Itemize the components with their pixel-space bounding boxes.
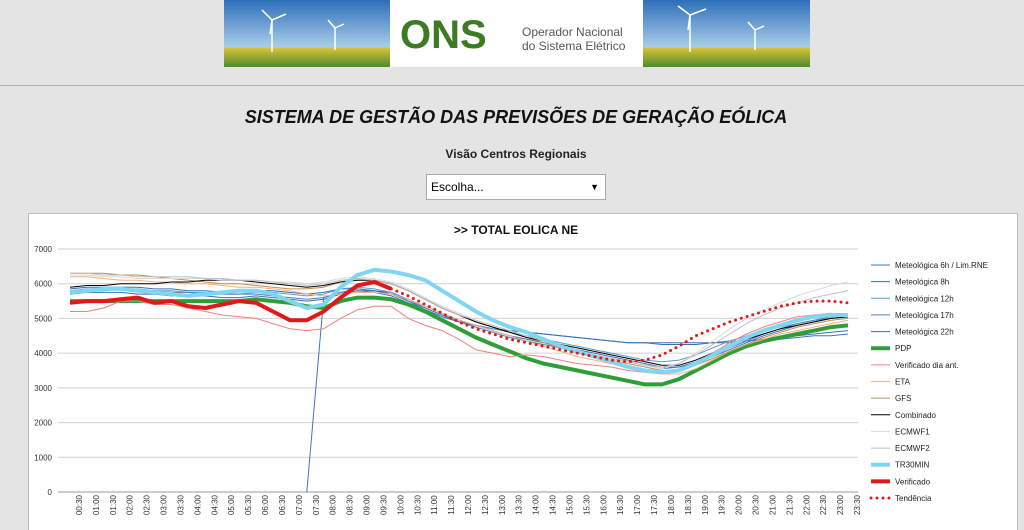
page-title: SISTEMA DE GESTÃO DAS PREVISÕES DE GERAÇ…: [245, 106, 787, 127]
turbines: [261, 5, 765, 52]
x-tick-label: 10:00: [396, 494, 405, 515]
series-line: [69, 280, 393, 323]
x-tick-label: 20:30: [752, 494, 761, 515]
plot: 0 1000 2000 3000 4000 5000 6000 7000 00:30 01:00 0…: [34, 245, 988, 515]
x-tick-label: 13:00: [498, 494, 507, 515]
x-tick-label: 06:30: [278, 494, 287, 515]
x-tick-label: 17:30: [650, 494, 659, 515]
x-tick-label: 23:30: [853, 494, 862, 515]
legend-label: Verificado: [895, 477, 931, 486]
legend-label: Meteológica 6h / Lim.RNE: [895, 261, 988, 270]
y-tick-label: 6000: [34, 280, 52, 289]
logo-box: [390, 0, 643, 67]
x-tick-label: 14:30: [549, 494, 558, 515]
x-tick-label: 16:30: [616, 494, 625, 515]
x-tick-label: 11:00: [430, 495, 439, 515]
y-tick-label: 4000: [34, 349, 52, 358]
legend-label: Meteológica 8h: [895, 278, 949, 287]
select-placeholder: Escolha...: [431, 180, 484, 194]
y-tick-label: 7000: [34, 245, 52, 254]
chart-title: >> TOTAL EOLICA NE: [454, 223, 578, 237]
legend-label: Meteológica 17h: [895, 311, 954, 320]
x-tick-label: 19:30: [718, 494, 727, 515]
x-tick-label: 10:30: [413, 494, 422, 515]
x-tick-label: 20:00: [735, 494, 744, 515]
series-line: [70, 272, 849, 368]
x-tick-label: 18:00: [667, 494, 676, 515]
region-select[interactable]: Escolha... ▼: [426, 174, 606, 200]
legend-label: Meteológica 22h: [895, 328, 954, 337]
x-tick-label: 01:30: [109, 494, 118, 515]
x-tick-label: 12:30: [481, 494, 490, 515]
x-tick-label: 07:00: [295, 494, 304, 515]
legend-label: ECMWF1: [895, 427, 930, 436]
x-tick-label: 04:30: [210, 494, 219, 515]
legend-label: Combinado: [895, 411, 936, 420]
x-tick-label: 09:30: [379, 494, 388, 515]
x-tick-label: 21:00: [768, 494, 777, 515]
x-tick-label: 01:00: [92, 494, 101, 515]
series-line: [70, 300, 849, 375]
series-line: [70, 295, 849, 387]
x-tick-label: 21:30: [785, 494, 794, 515]
series-line: [389, 287, 850, 364]
banner-image-left: [224, 0, 390, 67]
logo-mark: ONS: [400, 13, 487, 57]
logo-text: Operador Nacional: [522, 25, 623, 39]
x-tick-label: 22:30: [819, 494, 828, 515]
x-tick-label: 22:00: [802, 494, 811, 515]
x-tick-label: 03:30: [176, 494, 185, 515]
legend-label: GFS: [895, 394, 911, 403]
x-tick-label: 13:30: [515, 494, 524, 515]
x-tick-label: 06:00: [261, 494, 270, 515]
x-tick-label: 00:30: [75, 494, 84, 515]
legend-label: TR30MIN: [895, 461, 929, 470]
x-tick-label: 17:00: [633, 494, 642, 515]
logo-text: do Sistema Elétrico: [522, 39, 626, 53]
x-tick-label: 05:30: [244, 494, 253, 515]
x-tick-label: 14:00: [532, 494, 541, 515]
x-tick-label: 02:00: [126, 494, 135, 515]
x-tick-label: 19:00: [701, 494, 710, 515]
y-tick-label: 1000: [34, 453, 52, 462]
x-tick-label: 05:00: [227, 494, 236, 515]
x-tick-label: 11:30: [447, 495, 456, 515]
x-tick-label: 07:30: [312, 494, 321, 515]
x-tick-label: 12:00: [464, 494, 473, 515]
series-line: [70, 274, 849, 370]
x-tick-label: 03:00: [160, 494, 169, 515]
x-tick-label: 08:30: [346, 494, 355, 515]
banner-image-right: [643, 0, 810, 67]
chart-panel: [28, 213, 1018, 530]
x-tick-label: 18:30: [684, 494, 693, 515]
x-tick-label: 04:00: [193, 494, 202, 515]
y-tick-label: 0: [48, 488, 53, 497]
x-tick-label: 23:00: [836, 494, 845, 515]
x-tick-label: 08:00: [329, 494, 338, 515]
series-line: [69, 267, 848, 375]
x-tick-label: 15:00: [565, 494, 574, 515]
x-tick-label: 16:00: [599, 494, 608, 515]
legend-label: ECMWF2: [895, 444, 930, 453]
legend-label: ETA: [895, 378, 911, 387]
banner: ONS Operador Nacional do Sistema Elétric…: [224, 0, 810, 67]
legend-label: Tendência: [895, 494, 932, 503]
x-tick-label: 09:00: [363, 494, 372, 515]
legend-label: Meteológica 12h: [895, 294, 954, 303]
y-tick-label: 3000: [34, 384, 52, 393]
x-tick-label: 02:30: [143, 494, 152, 515]
y-tick-label: 5000: [34, 314, 52, 323]
legend-label: Verificado dia ant.: [895, 361, 959, 370]
page-subtitle: Visão Centros Regionais: [445, 147, 586, 161]
x-tick-label: 15:30: [582, 494, 591, 515]
y-tick-label: 2000: [34, 419, 52, 428]
legend-label: PDP: [895, 344, 911, 353]
select-arrow: ▼: [590, 182, 599, 192]
series-line: [70, 276, 849, 375]
